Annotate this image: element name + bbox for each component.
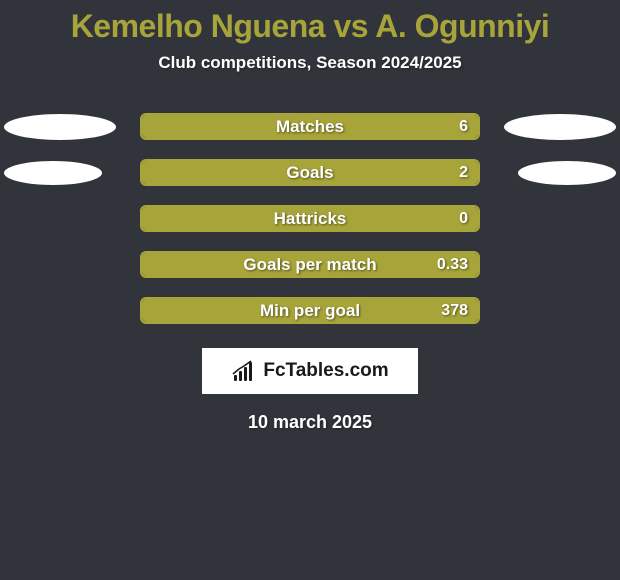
left-ellipse: [4, 161, 102, 185]
subtitle: Club competitions, Season 2024/2025: [0, 53, 620, 73]
stat-bar: Matches 6: [140, 113, 480, 140]
stat-row: Goals per match 0.33: [0, 251, 620, 278]
stat-row: Matches 6: [0, 113, 620, 140]
stat-value: 378: [441, 302, 468, 320]
stat-rows: Matches 6 Goals 2 Hattricks 0 Goals per match 0…: [0, 113, 620, 324]
stat-value: 0.33: [437, 256, 468, 274]
stat-bar: Goals 2: [140, 159, 480, 186]
right-ellipse: [518, 161, 616, 185]
stat-label: Min per goal: [260, 301, 360, 321]
footer-date: 10 march 2025: [0, 412, 620, 433]
stat-bar: Hattricks 0: [140, 205, 480, 232]
stat-value: 6: [459, 118, 468, 136]
stat-row: Min per goal 378: [0, 297, 620, 324]
brand-text: FcTables.com: [263, 360, 388, 382]
chart-icon: [231, 359, 257, 383]
stat-label: Goals per match: [243, 255, 376, 275]
stat-label: Hattricks: [274, 209, 347, 229]
stat-label: Goals: [286, 163, 333, 183]
stat-row: Hattricks 0: [0, 205, 620, 232]
stat-value: 2: [459, 164, 468, 182]
stat-label: Matches: [276, 117, 344, 137]
stat-row: Goals 2: [0, 159, 620, 186]
stat-bar: Goals per match 0.33: [140, 251, 480, 278]
left-ellipse: [4, 114, 116, 140]
brand-box: FcTables.com: [202, 348, 418, 394]
right-ellipse: [504, 114, 616, 140]
infographic-container: Kemelho Nguena vs A. Ogunniyi Club compe…: [0, 0, 620, 580]
page-title: Kemelho Nguena vs A. Ogunniyi: [0, 8, 620, 45]
stat-value: 0: [459, 210, 468, 228]
stat-bar: Min per goal 378: [140, 297, 480, 324]
